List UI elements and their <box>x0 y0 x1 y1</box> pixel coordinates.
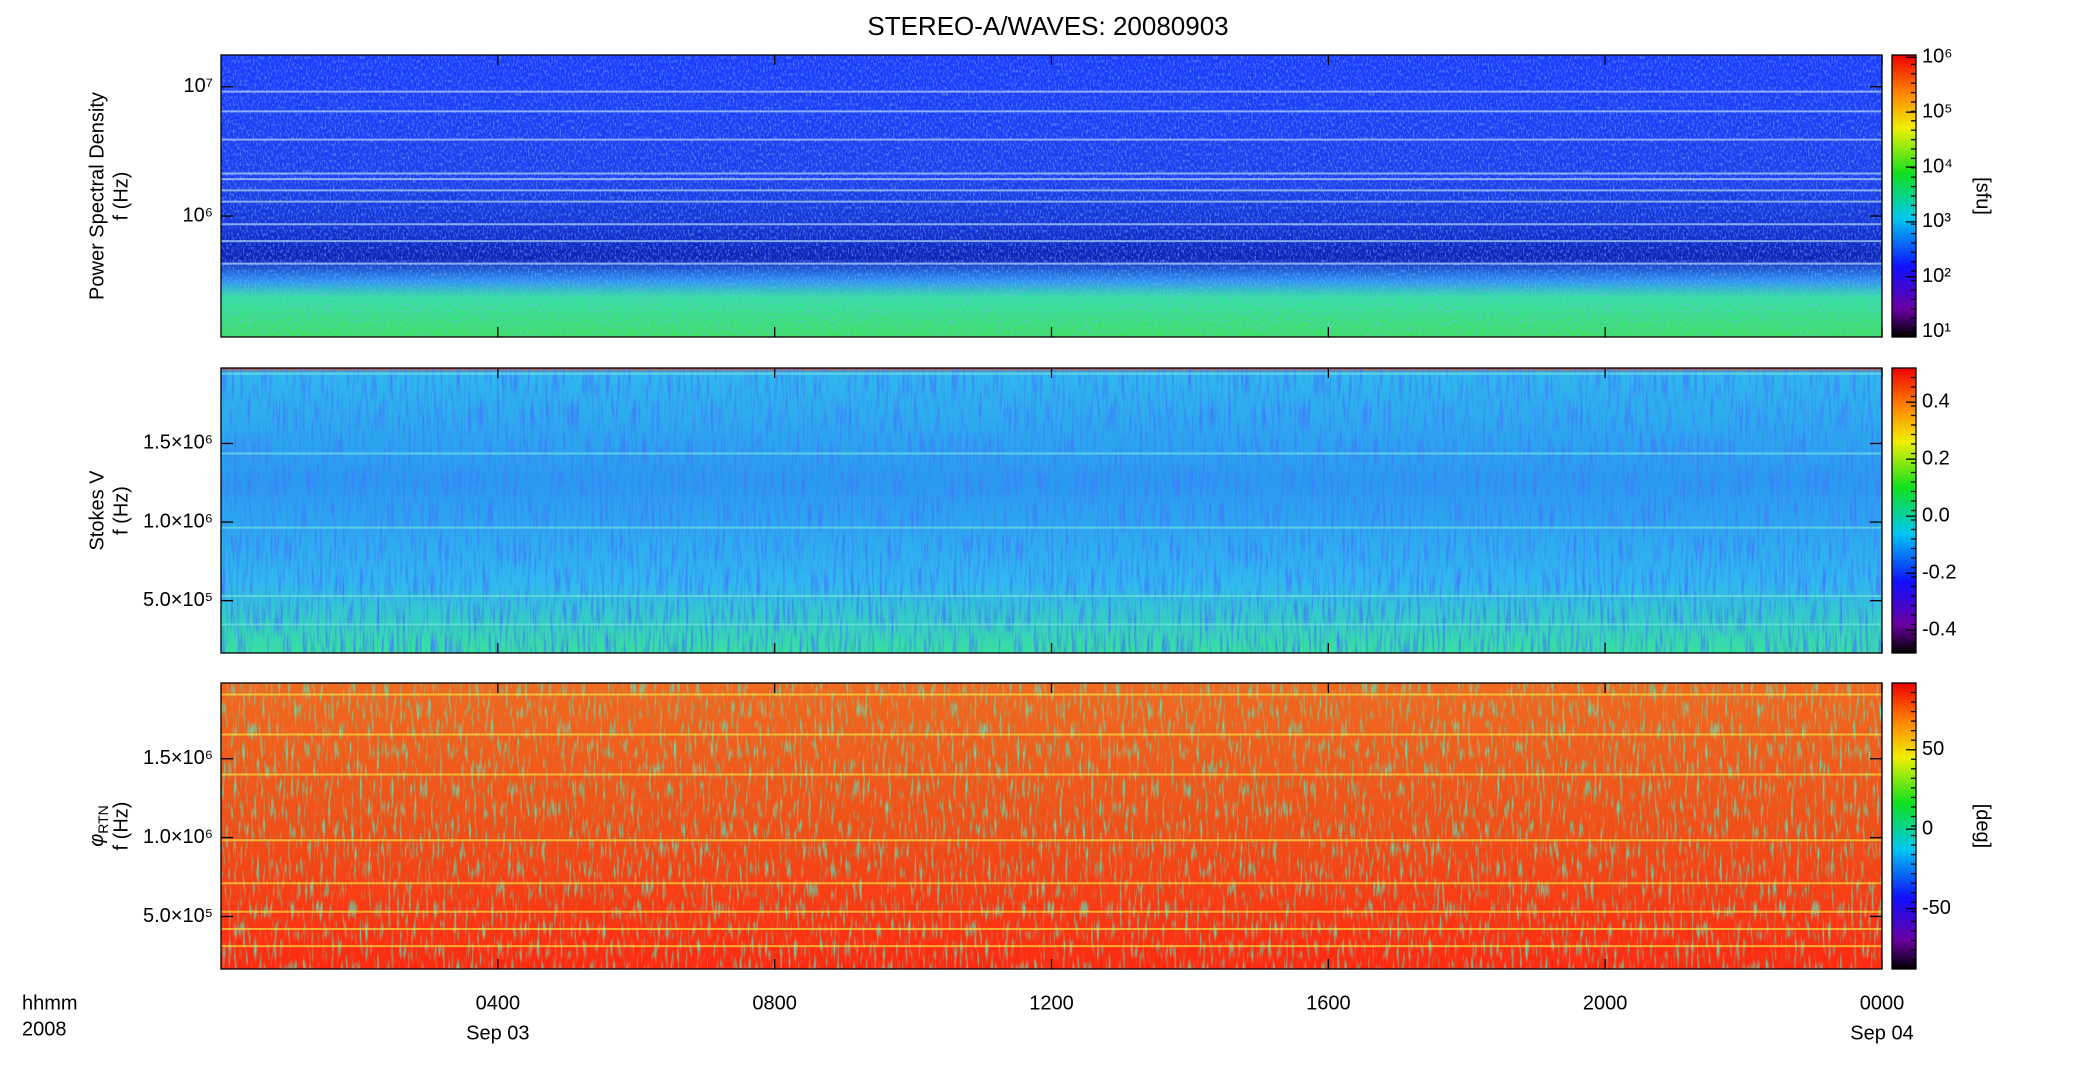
colorbar-tick-label: 10¹ <box>1922 320 1951 342</box>
y-axis-symbol: φ <box>86 834 108 847</box>
colorbar-label: [deg] <box>1972 804 1994 848</box>
colorbar-tick-label: -0.4 <box>1922 618 1956 640</box>
colorbar-tick-label: -50 <box>1922 897 1951 919</box>
y-axis-unit: f (Hz) <box>110 486 132 535</box>
colorbar-tick-label: 0.4 <box>1922 390 1950 412</box>
y-tick-label: 10⁷ <box>184 75 213 97</box>
x-date-label: Sep 04 <box>1850 1022 1913 1044</box>
colorbar-tick-label: 10⁴ <box>1922 155 1953 177</box>
spectrogram-texture <box>221 55 1882 337</box>
y-tick-label: 5.0×10⁵ <box>143 589 213 611</box>
x-unit-label: hhmm <box>22 992 78 1014</box>
y-axis-subscript: RTN <box>95 805 111 834</box>
x-tick-label: 1600 <box>1306 992 1351 1014</box>
y-axis-label: φRTN <box>86 805 110 847</box>
y-tick-label: 10⁶ <box>183 204 213 226</box>
colorbar-tick-label: 10³ <box>1922 210 1951 232</box>
y-axis-label: Power Spectral Density <box>86 92 108 300</box>
y-tick-label: 1.0×10⁶ <box>143 826 213 848</box>
colorbar-tick-label: 50 <box>1922 738 1944 760</box>
colorbar-tick-label: -0.2 <box>1922 561 1956 583</box>
colorbar-tick-label: 10² <box>1922 265 1951 287</box>
x-tick-label: 0000 <box>1860 992 1905 1014</box>
y-tick-label: 1.0×10⁶ <box>143 510 213 532</box>
colorbar-tick-label: 0.2 <box>1922 447 1950 469</box>
y-axis-unit: f (Hz) <box>110 172 132 221</box>
spectrogram-texture <box>221 683 1882 969</box>
colorbar-label: [sfu] <box>1972 177 1994 215</box>
y-tick-label: 1.5×10⁶ <box>143 432 213 454</box>
x-tick-label: 2000 <box>1583 992 1628 1014</box>
colorbar-tick-label: 0 <box>1922 817 1933 839</box>
chart-title: STEREO-A/WAVES: 20080903 <box>867 11 1228 41</box>
x-tick-label: 0800 <box>752 992 797 1014</box>
colorbar-tick-label: 0.0 <box>1922 504 1950 526</box>
x-tick-label: 1200 <box>1029 992 1074 1014</box>
y-axis-label: Stokes V <box>86 470 108 551</box>
y-axis-unit: f (Hz) <box>110 802 132 851</box>
spectrogram-texture <box>221 368 1882 653</box>
x-tick-label: 0400 <box>476 992 521 1014</box>
x-date-label: Sep 03 <box>466 1022 529 1044</box>
y-tick-label: 5.0×10⁵ <box>143 905 213 927</box>
x-year-label: 2008 <box>22 1018 67 1040</box>
colorbar-tick-label: 10⁵ <box>1922 100 1953 122</box>
colorbar-tick-label: 10⁶ <box>1922 46 1952 68</box>
y-tick-label: 1.5×10⁶ <box>143 747 213 769</box>
